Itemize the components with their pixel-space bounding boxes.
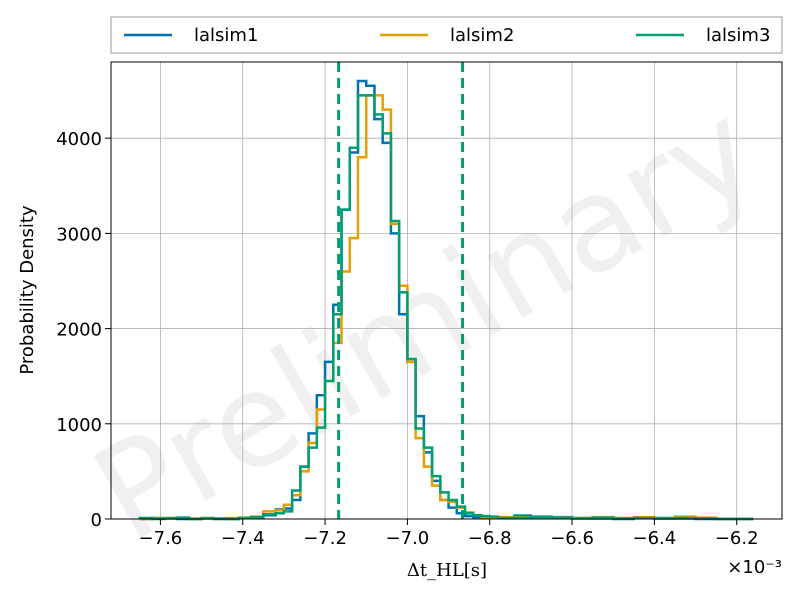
legend-label-lalsim3: lalsim3 xyxy=(706,25,770,46)
x-axis-offset-label: ×10⁻³ xyxy=(727,557,782,578)
y-axis-label: Probability Density xyxy=(17,205,38,375)
y-tick-label: 3000 xyxy=(56,224,102,245)
x-tick-label: −6.4 xyxy=(633,528,677,549)
x-tick-label: −7.0 xyxy=(386,528,430,549)
histogram-step-lalsim3 xyxy=(138,94,754,521)
watermark-text: Preliminary xyxy=(69,73,781,572)
legend-label-lalsim2: lalsim2 xyxy=(450,25,514,46)
legend-label-lalsim1: lalsim1 xyxy=(194,25,258,46)
x-tick-label: −6.2 xyxy=(715,528,759,549)
y-tick-label: 4000 xyxy=(56,129,102,150)
y-tick-label: 2000 xyxy=(56,320,102,341)
x-tick-label: −7.2 xyxy=(303,528,347,549)
y-tick-label: 0 xyxy=(91,510,102,531)
x-axis-label: Δt_HL[s] xyxy=(407,560,487,581)
x-tick-label: −6.6 xyxy=(550,528,594,549)
legend: lalsim1 lalsim2 lalsim3 xyxy=(110,16,783,54)
credible-interval-lines xyxy=(337,62,465,519)
y-tick-label: 1000 xyxy=(56,415,102,436)
axis-ticks: −7.6 −7.4 −7.2 −7.0 −6.8 −6.6 −6.4 −6.2 0 1000 200… xyxy=(56,129,758,549)
x-tick-label: −7.6 xyxy=(139,528,183,549)
plot-frame xyxy=(110,61,783,520)
x-tick-label: −7.4 xyxy=(221,528,265,549)
x-tick-label: −6.8 xyxy=(468,528,512,549)
series-layer xyxy=(138,79,754,521)
